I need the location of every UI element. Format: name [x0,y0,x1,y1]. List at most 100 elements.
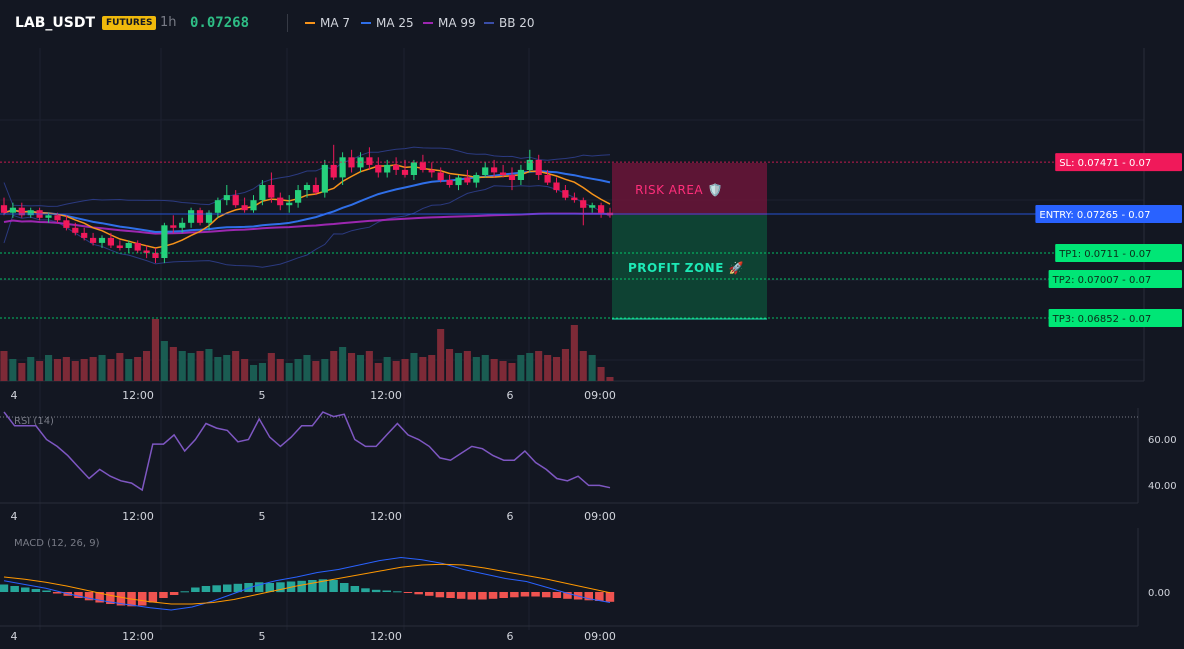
volume-bar [481,355,489,381]
macd-histogram-bar [10,586,19,592]
volume-bar [214,357,222,381]
macd-histogram-bar [340,583,349,592]
risk-area-zone [612,163,767,215]
x-tick-label: 09:00 [584,389,616,402]
level-label-tp1: TP1: 0.0711 - 0.07 [1058,249,1151,260]
volume-bar [526,353,534,381]
volume-bar [544,355,552,381]
volume-bar [463,351,471,381]
bb-upper-line [3,146,611,207]
x-tick-label: 12:00 [370,389,402,402]
candle-body [9,207,16,213]
volume-bar [410,353,418,381]
volume-bar [330,351,338,381]
header-divider [287,14,288,32]
volume-bar [160,341,168,381]
macd-histogram-bar [148,592,158,603]
interval-label[interactable]: 1h [160,15,177,30]
level-label-entry: ENTRY: 0.07265 - 0.07 [1039,210,1150,221]
bb-lower-line [3,185,611,268]
macd-histogram-bar [552,592,562,598]
volume-bar [579,351,587,381]
candle-body [18,207,25,216]
macd-histogram-bar [595,592,604,601]
volume-bar [45,355,53,381]
volume-bar [294,359,302,381]
candle-body [196,210,204,223]
signal-line [3,563,611,605]
x-tick-label: 12:00 [370,630,402,643]
legend-ma7[interactable]: MA 7 [305,15,350,31]
level-tag-tp2 [1048,270,1182,288]
candle-body [98,237,106,243]
volume-bar [187,353,195,381]
candle-body [482,167,489,175]
volume-bar [258,363,266,381]
candle-body [188,210,195,223]
candle-body [161,225,168,258]
macd-histogram-bar [254,582,264,593]
macd-histogram-bar [403,592,413,593]
macd-histogram-bar [456,592,466,599]
candle-body [384,164,391,173]
volume-bar [312,361,320,381]
legend-bb20[interactable]: BB 20 [484,15,535,31]
candle-body [134,243,141,251]
volume-bar [276,359,284,381]
candle-body [107,237,114,246]
indicator-lines [3,146,611,268]
symbol-name[interactable]: LAB_USDT [15,15,96,31]
macd-histogram-bar [350,586,360,592]
candle-body [526,159,533,170]
candle-body [250,200,257,211]
macd-histogram-bar [414,592,423,595]
legend-swatch-icon [484,21,494,24]
candle-body [241,205,248,211]
legend-swatch-icon [423,21,433,24]
x-tick-label: 09:00 [584,510,616,523]
volume-bar [223,355,231,381]
volume-bar [401,359,409,381]
macd-histogram-bar [478,592,487,600]
volume-bar [0,351,8,381]
macd-histogram-bar [499,592,508,598]
x-tick-label: 12:00 [122,389,154,402]
candle-body [125,243,132,248]
volume-bar [125,359,133,381]
candle-body [580,200,587,208]
candle-body [437,172,444,181]
legend-ma99[interactable]: MA 99 [423,15,476,31]
candle-body [295,190,302,203]
legend-ma99-label: MA 99 [438,16,476,30]
candle-body [205,212,213,223]
candle-body [375,164,382,173]
candle-body [152,253,159,258]
volume-bar [499,361,507,381]
candle-body [72,227,79,233]
candle-body [464,177,471,183]
macd-histogram-bar [31,589,41,592]
x-tick-label: 5 [259,389,266,402]
legend-swatch-icon [361,21,371,24]
volume-bar [241,359,249,381]
macd-histogram-bar [180,591,189,593]
volume-bar [205,349,213,381]
level-tag-entry [1035,205,1182,223]
x-tick-label: 5 [259,630,266,643]
macd-histogram-bar [467,592,476,600]
volume-bar [285,363,293,381]
volume-bar [27,357,35,381]
volume-bar [107,359,115,381]
volume-bar [80,359,88,381]
volume-bar [151,319,159,381]
volume-bar [134,357,142,381]
last-price: 0.07268 [190,15,250,31]
macd-line [3,556,611,611]
legend-ma25[interactable]: MA 25 [361,15,414,31]
level-tag-tp3 [1048,309,1182,327]
macd-histogram-bar [531,592,540,597]
macd-histogram-bar [74,592,83,598]
volume-bar [437,329,445,381]
candle-body [303,185,311,190]
